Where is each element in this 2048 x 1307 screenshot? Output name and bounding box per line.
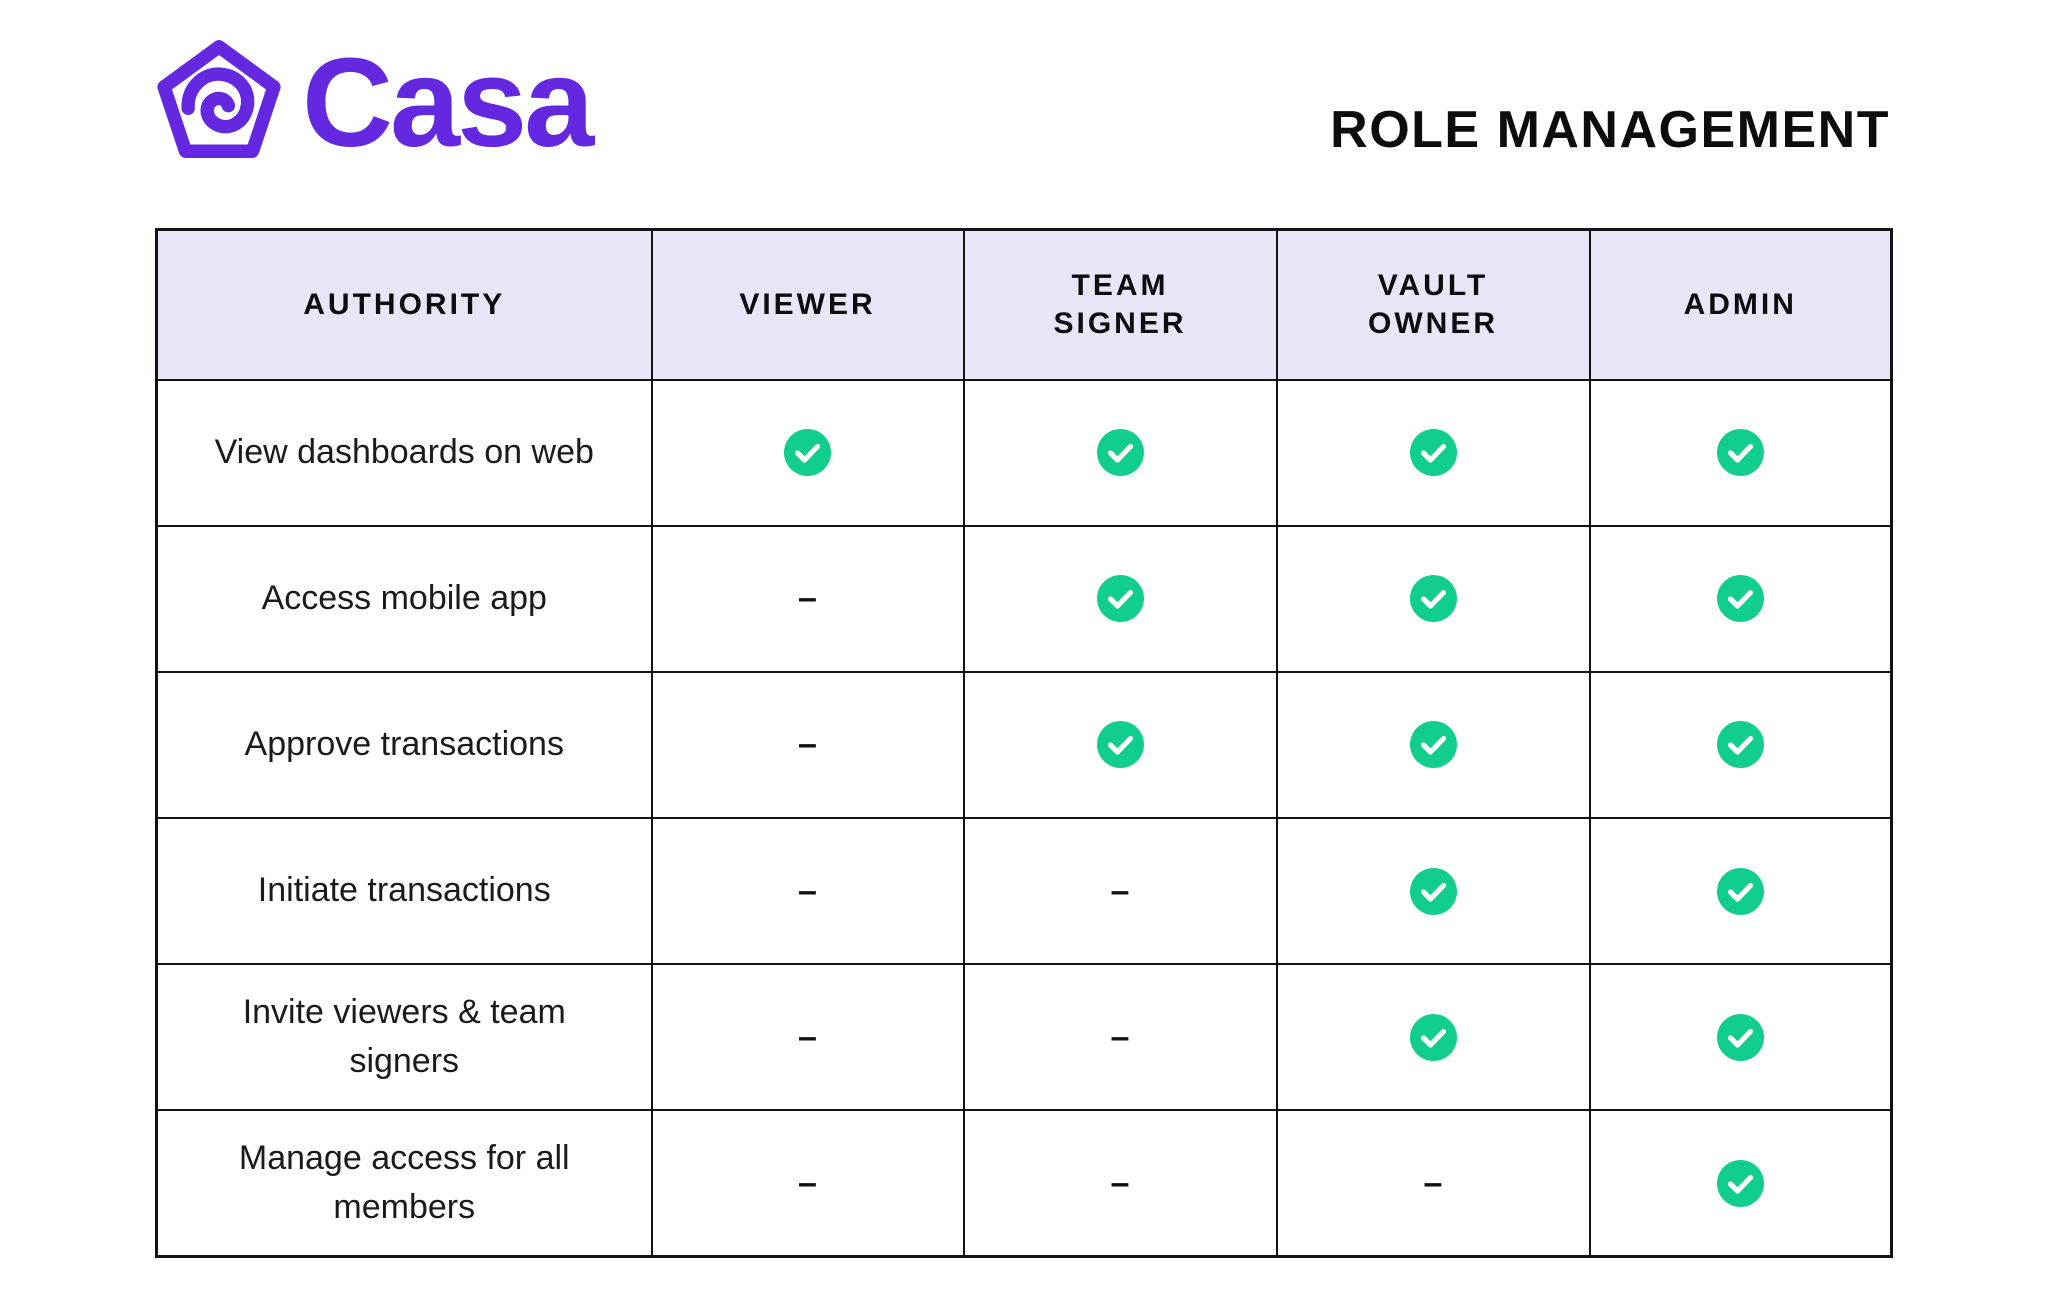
- check-circle-icon: [1716, 429, 1764, 477]
- check-circle-icon: [1409, 721, 1457, 769]
- permission-cell: –: [650, 816, 965, 966]
- table-row: Manage access for all members – – –: [155, 1109, 1893, 1258]
- column-header-admin: ADMIN: [1588, 228, 1893, 381]
- check-circle-icon: [1096, 575, 1144, 623]
- check-circle-icon: [1716, 867, 1764, 915]
- authority-label: Initiate transactions: [257, 871, 551, 910]
- authority-cell: View dashboards on web: [155, 378, 653, 527]
- authority-cell: Initiate transactions: [155, 816, 653, 966]
- no-permission-dash: –: [798, 871, 817, 910]
- authority-label: Invite viewers & team signers: [242, 992, 566, 1081]
- permission-cell: [1588, 670, 1893, 819]
- permission-cell: [1275, 378, 1591, 527]
- permission-cell: [962, 378, 1278, 527]
- no-permission-dash: –: [1423, 1163, 1443, 1202]
- permission-cell: –: [650, 670, 965, 819]
- no-permission-dash: –: [798, 1017, 817, 1056]
- permission-cell: –: [650, 963, 965, 1112]
- permission-cell: [1588, 378, 1893, 527]
- table-row: Access mobile app –: [155, 524, 1893, 673]
- role-management-table: AUTHORITY VIEWER TEAM SIGNER VAULT OWNER ADM…: [155, 228, 1893, 1258]
- no-permission-dash: –: [1110, 1017, 1130, 1056]
- check-circle-icon: [1096, 429, 1144, 477]
- check-circle-icon: [1409, 1013, 1457, 1061]
- permission-cell: [1588, 816, 1893, 966]
- header-row: AUTHORITY VIEWER TEAM SIGNER VAULT OWNER ADM…: [155, 228, 1893, 381]
- permission-cell: [962, 524, 1278, 673]
- check-circle-icon: [784, 429, 831, 477]
- permission-cell: –: [962, 963, 1278, 1112]
- page-title: ROLE MANAGEMENT: [1330, 101, 1890, 159]
- no-permission-dash: –: [1110, 1163, 1130, 1202]
- check-circle-icon: [1409, 429, 1457, 477]
- check-circle-icon: [1716, 575, 1764, 623]
- table-body: View dashboards on web Access mobile app…: [155, 378, 1893, 1258]
- table-row: Approve transactions –: [155, 670, 1893, 819]
- authority-cell: Manage access for all members: [155, 1109, 653, 1258]
- column-header-viewer: VIEWER: [650, 228, 965, 381]
- check-circle-icon: [1409, 575, 1457, 623]
- brand-header: Casa: [152, 32, 594, 173]
- brand-wordmark: Casa: [302, 32, 594, 173]
- table-row: Initiate transactions – –: [155, 816, 1893, 966]
- permission-cell: –: [650, 1109, 965, 1258]
- permission-cell: [1275, 524, 1591, 673]
- no-permission-dash: –: [1110, 871, 1130, 910]
- permission-cell: [962, 670, 1278, 819]
- authority-label: View dashboards on web: [214, 432, 594, 471]
- permission-cell: [1275, 816, 1591, 966]
- authority-label: Access mobile app: [261, 579, 547, 618]
- check-circle-icon: [1096, 721, 1144, 769]
- casa-pentagon-spiral-logo-icon: [157, 40, 281, 158]
- no-permission-dash: –: [798, 579, 817, 618]
- column-header-vault-owner: VAULT OWNER: [1275, 228, 1591, 381]
- authority-cell: Access mobile app: [155, 524, 653, 673]
- permission-cell: [1588, 1109, 1893, 1258]
- authority-cell: Invite viewers & team signers: [155, 963, 653, 1112]
- column-header-team-signer: TEAM SIGNER: [962, 228, 1278, 381]
- permission-cell: –: [1275, 1109, 1591, 1258]
- authority-label: Approve transactions: [244, 725, 564, 764]
- permission-cell: [1275, 963, 1591, 1112]
- permission-cell: –: [962, 816, 1278, 966]
- permission-cell: [1588, 963, 1893, 1112]
- column-header-authority: AUTHORITY: [155, 228, 653, 381]
- check-circle-icon: [1716, 1159, 1764, 1207]
- check-circle-icon: [1409, 867, 1457, 915]
- no-permission-dash: –: [798, 1163, 817, 1202]
- permission-cell: –: [962, 1109, 1278, 1258]
- no-permission-dash: –: [798, 725, 817, 764]
- check-circle-icon: [1716, 1013, 1764, 1061]
- table-row: Invite viewers & team signers – –: [155, 963, 1893, 1112]
- permission-cell: [1275, 670, 1591, 819]
- authority-label: Manage access for all members: [238, 1138, 570, 1227]
- permission-cell: [650, 378, 965, 527]
- permission-cell: –: [650, 524, 965, 673]
- table-row: View dashboards on web: [155, 378, 1893, 527]
- authority-cell: Approve transactions: [155, 670, 653, 819]
- permission-cell: [1588, 524, 1893, 673]
- check-circle-icon: [1716, 721, 1764, 769]
